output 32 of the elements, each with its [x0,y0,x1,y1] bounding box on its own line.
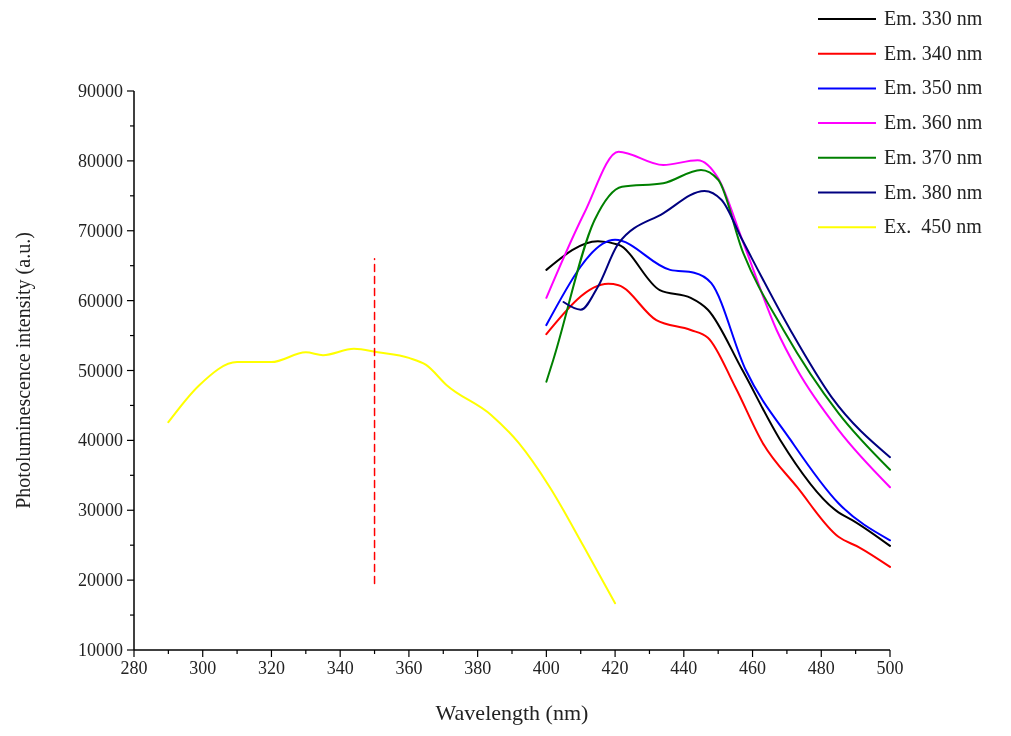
x-tick-label: 420 [601,658,629,678]
y-tick-label: 50000 [78,360,123,381]
x-tick-label: 280 [120,658,148,678]
x-tick-label: 300 [189,658,217,678]
x-tick-label: 320 [257,658,285,678]
legend-label: Em. 350 nm [884,76,983,99]
legend-label: Em. 340 nm [884,41,983,64]
x-tick-label: 500 [876,658,904,678]
y-tick-label: 30000 [78,500,123,521]
legend-label: Em. 380 nm [884,180,983,203]
y-tick-label: 40000 [78,430,123,451]
legend-label: Em. 330 nm [884,7,983,29]
legend-label: Em. 360 nm [884,111,983,134]
x-tick-label: 380 [464,658,492,678]
x-tick-label: 400 [532,658,560,678]
x-tick-label: 480 [807,658,835,678]
x-tick-label: 360 [395,658,423,678]
x-tick-label: 340 [326,658,354,678]
line-series [545,282,891,568]
line-series [167,347,617,605]
x-tick-label: 460 [739,658,767,678]
y-tick-label: 20000 [78,570,123,591]
legend-label: Em. 370 nm [884,145,983,168]
x-axis-title: Wavelength (nm) [435,700,589,725]
y-tick-label: 80000 [78,150,123,171]
legend-label: Ex. 450 nm [884,215,983,238]
y-tick-label: 70000 [78,220,123,241]
y-tick-label: 90000 [78,81,123,101]
y-tick-label: 10000 [78,640,123,660]
y-axis-title: Photoluminescence intensity (a.u.) [12,232,35,509]
y-tick-label: 60000 [78,290,123,311]
x-tick-label: 440 [670,658,698,678]
